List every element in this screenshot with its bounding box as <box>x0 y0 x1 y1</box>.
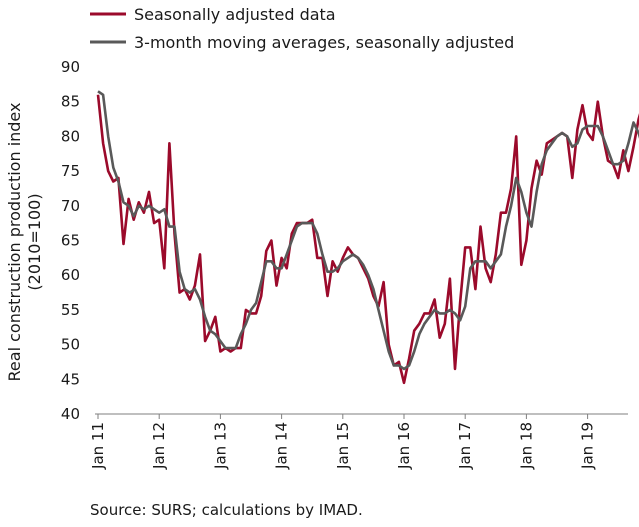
y-tick-label: 60 <box>61 266 80 284</box>
y-tick-label: 50 <box>61 336 80 354</box>
moving-average-line <box>97 90 639 371</box>
x-tick-label: Jan 17 <box>456 422 474 470</box>
y-tick-label: 80 <box>61 127 80 145</box>
x-tick-label: Jan 15 <box>334 422 352 470</box>
legend-label-seasonally-adjusted: Seasonally adjusted data <box>134 5 336 24</box>
y-axis-title-line-1: Real construction production index <box>5 103 24 382</box>
y-tick-label: 70 <box>61 197 80 215</box>
x-tick-label: Jan 16 <box>395 422 413 470</box>
y-tick-label: 90 <box>61 58 80 76</box>
legend: Seasonally adjusted data 3-month moving … <box>90 5 514 52</box>
y-axis-ticks: 40 45 50 55 60 65 70 75 80 85 90 <box>61 58 80 423</box>
source-note: Source: SURS; calculations by IMAD. <box>90 501 363 519</box>
y-tick-label: 45 <box>61 370 80 388</box>
y-tick-label: 85 <box>61 93 80 111</box>
x-tick-label: Jan 12 <box>150 422 168 470</box>
series-layer <box>96 90 639 385</box>
y-axis-title-line-2: (2010=100) <box>25 193 44 290</box>
y-tick-label: 40 <box>61 405 80 423</box>
x-tick-label: Jan 19 <box>579 422 597 470</box>
legend-label-moving-average: 3-month moving averages, seasonally adju… <box>134 33 514 52</box>
y-tick-label: 75 <box>61 162 80 180</box>
x-tick-label: Jan 14 <box>273 422 291 470</box>
x-tick-label: Jan 11 <box>89 422 107 470</box>
y-tick-label: 55 <box>61 301 80 319</box>
x-tick-label: Jan 18 <box>517 422 535 470</box>
y-tick-label: 65 <box>61 232 80 250</box>
x-tick-label: Jan 13 <box>211 422 229 470</box>
x-axis-ticks: Jan 11 Jan 12 Jan 13 Jan 14 Jan 15 Jan 16 Jan … <box>89 414 597 470</box>
